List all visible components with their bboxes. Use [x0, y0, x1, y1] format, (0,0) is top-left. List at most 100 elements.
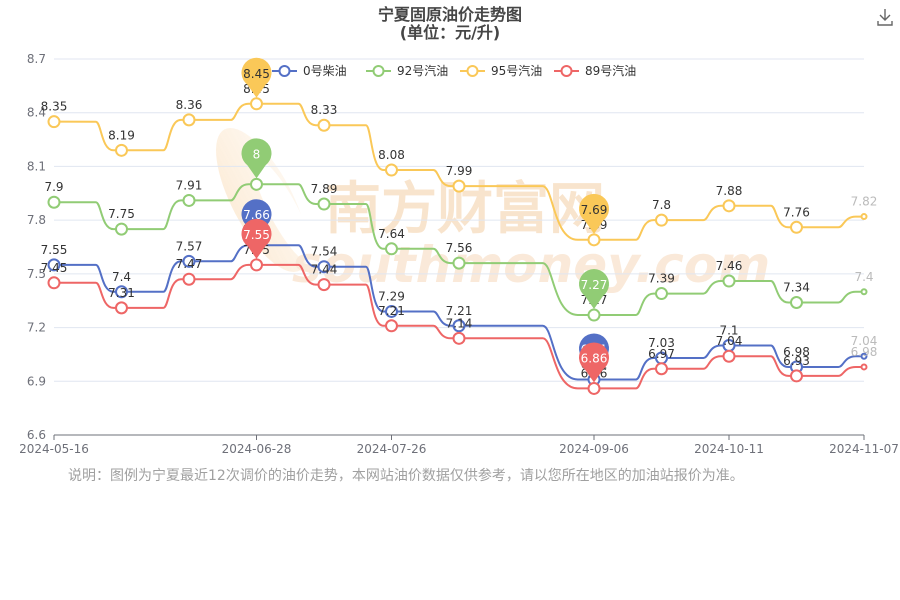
data-label: 8.19: [108, 128, 135, 142]
data-label: 7.46: [716, 259, 743, 273]
y-tick-label: 8.7: [27, 52, 46, 66]
data-point[interactable]: [655, 213, 668, 227]
pin-label: 7.27: [581, 278, 608, 292]
x-tick-label: 2024-06-28: [222, 442, 292, 456]
data-point[interactable]: [587, 308, 601, 322]
data-point[interactable]: [317, 260, 331, 274]
data-point[interactable]: [655, 287, 668, 301]
data-label: 7.03: [648, 336, 675, 350]
data-point[interactable]: [115, 143, 128, 157]
pin-label: 7.66: [243, 208, 270, 222]
pin-label: 6.86: [581, 351, 608, 365]
x-tick-label: 2024-11-07: [829, 442, 899, 456]
data-point[interactable]: [47, 115, 61, 129]
pin-marker: 7.27: [579, 269, 610, 310]
data-point[interactable]: [790, 296, 803, 310]
data-point[interactable]: [722, 349, 736, 363]
legend-swatch-dot: [278, 65, 291, 77]
data-label: 7.21: [378, 304, 405, 318]
pin-label: 7.55: [243, 228, 270, 242]
data-point[interactable]: [790, 369, 803, 383]
data-label: 7.9: [44, 180, 63, 194]
data-label: 7.55: [41, 243, 68, 257]
download-button[interactable]: [874, 6, 896, 28]
data-label: 7.29: [378, 289, 405, 303]
data-point[interactable]: [385, 242, 398, 256]
data-point[interactable]: [790, 220, 803, 234]
data-point[interactable]: [722, 199, 736, 213]
data-label: 8.35: [41, 100, 68, 114]
data-point[interactable]: [655, 362, 668, 376]
pin-shape: [579, 342, 610, 383]
data-point[interactable]: [452, 256, 466, 270]
data-point[interactable]: [452, 319, 466, 333]
pin-shape: [241, 57, 272, 98]
pin-shape: [241, 218, 272, 259]
data-point[interactable]: [250, 258, 263, 272]
data-point[interactable]: [385, 319, 398, 333]
data-point[interactable]: [860, 352, 868, 360]
data-point[interactable]: [860, 363, 868, 371]
legend-item-2[interactable]: 95号汽油: [460, 63, 542, 78]
data-point[interactable]: [47, 195, 61, 209]
data-point[interactable]: [115, 285, 128, 299]
data-point[interactable]: [182, 272, 196, 286]
x-tick-label: 2024-09-06: [559, 442, 629, 456]
data-point[interactable]: [47, 276, 61, 290]
data-label: 7.04: [851, 334, 878, 348]
x-tick-label: 2024-07-26: [357, 442, 427, 456]
pin-label: 7.69: [581, 203, 608, 217]
data-point[interactable]: [452, 179, 466, 193]
data-point[interactable]: [47, 258, 61, 272]
data-point[interactable]: [250, 177, 263, 191]
data-label: 7.8: [652, 198, 671, 212]
data-point[interactable]: [317, 278, 331, 292]
series-line: [53, 263, 864, 390]
data-point[interactable]: [587, 381, 601, 395]
data-point[interactable]: [182, 193, 196, 207]
legend-swatch-dot: [466, 65, 479, 77]
y-tick-label: 7.2: [27, 321, 46, 335]
y-tick-label: 6.6: [27, 428, 46, 442]
data-label: 6.97: [648, 347, 675, 361]
data-point[interactable]: [115, 301, 128, 315]
data-point[interactable]: [182, 113, 196, 127]
data-point[interactable]: [860, 213, 868, 221]
data-point[interactable]: [115, 222, 128, 236]
chart-title: 宁夏固原油价走势图: [378, 5, 522, 24]
data-point[interactable]: [385, 163, 398, 177]
y-tick-label: 8.4: [27, 106, 46, 120]
data-label: 8.36: [176, 98, 203, 112]
legend-item-3[interactable]: 89号汽油: [554, 63, 636, 78]
data-point[interactable]: [587, 233, 601, 247]
legend-label: 92号汽油: [397, 63, 448, 78]
data-point[interactable]: [385, 304, 398, 318]
legend-swatch-dot: [560, 65, 573, 77]
data-point[interactable]: [317, 118, 331, 132]
legend-item-1[interactable]: 92号汽油: [366, 63, 448, 78]
data-point[interactable]: [452, 331, 466, 345]
y-tick-label: 7.5: [27, 267, 46, 281]
series-line: [53, 244, 864, 381]
data-label: 7.04: [716, 334, 743, 348]
data-point[interactable]: [860, 288, 868, 296]
data-label: 7.75: [108, 207, 135, 221]
legend-item-0[interactable]: 0号柴油: [272, 64, 347, 78]
data-label: 7.45: [41, 261, 68, 275]
data-point[interactable]: [722, 274, 736, 288]
data-label: 7.57: [176, 239, 203, 253]
data-label: 7.56: [446, 241, 473, 255]
series-2: 8.358.198.368.458.338.087.997.697.87.887…: [41, 82, 877, 247]
pin-shape: [241, 138, 272, 179]
data-point[interactable]: [250, 97, 263, 111]
data-label: 7.4: [112, 270, 131, 284]
pin-marker: 7.69: [579, 193, 610, 234]
data-label: 6.98: [783, 345, 810, 359]
y-tick-label: 6.9: [27, 374, 46, 388]
x-tick-label: 2024-10-11: [694, 442, 764, 456]
data-point[interactable]: [317, 197, 331, 211]
data-point[interactable]: [182, 254, 196, 268]
data-label: 6.93: [783, 354, 810, 368]
y-tick-label: 8.1: [27, 159, 46, 173]
